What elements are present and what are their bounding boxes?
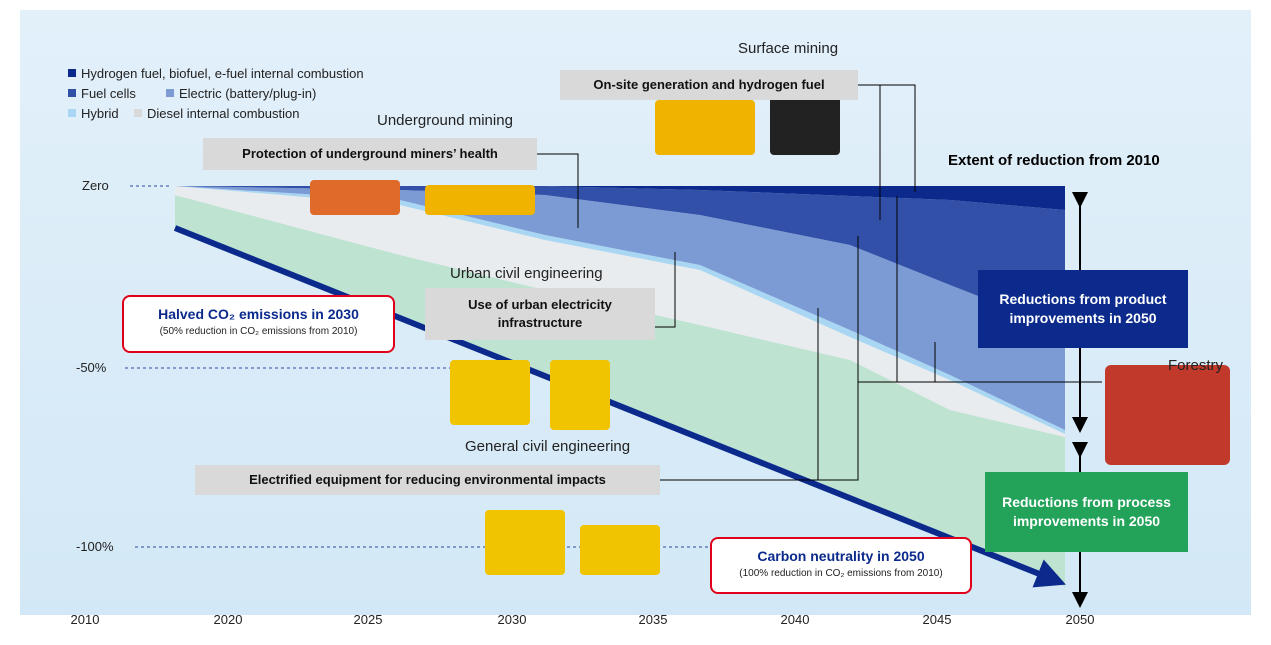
callout: Protection of underground miners’ health	[203, 138, 537, 170]
area-fuel-cells	[175, 186, 1065, 330]
neutral-box: Carbon neutrality in 2050 (100% reductio…	[710, 537, 972, 594]
legend-item: Hydrogen fuel, biofuel, e-fuel internal …	[68, 66, 364, 81]
legend-label: Electric (battery/plug-in)	[179, 86, 317, 101]
x-label: 2040	[780, 612, 810, 627]
leader-lines	[537, 84, 1102, 481]
y-label: -100%	[76, 539, 114, 554]
sector-label: General civil engineering	[465, 438, 631, 455]
halved-box: Halved CO₂ emissions in 2030 (50% reduct…	[122, 295, 395, 353]
area-green	[175, 195, 1065, 588]
product-box: Reductions from product improvements in …	[978, 270, 1188, 348]
sector-label: Surface mining	[738, 40, 839, 57]
legend-item: Hybrid	[68, 106, 119, 121]
legend-label: Diesel internal combustion	[147, 106, 300, 121]
callout: Use of urban electricity infrastructure	[425, 288, 655, 340]
x-label: 2045	[922, 612, 952, 627]
x-label: 2030	[497, 612, 527, 627]
x-label: 2025	[353, 612, 383, 627]
extent-title: Extent of reduction from 2010	[948, 152, 1160, 169]
area-diesel	[175, 186, 1065, 437]
neutral-title: Carbon neutrality in 2050	[757, 548, 925, 564]
dash-lines	[125, 185, 715, 548]
y-label: -50%	[76, 360, 107, 375]
callout: Electrified equipment for reducing envir…	[195, 465, 660, 495]
neutral-note: (100% reduction in CO₂ emissions from 20…	[739, 568, 943, 579]
y-label: Zero	[82, 178, 109, 193]
sector-label: Forestry	[1168, 357, 1224, 374]
legend-label: Hydrogen fuel, biofuel, e-fuel internal …	[81, 66, 364, 81]
legend-item: Electric (battery/plug-in)	[166, 86, 316, 101]
machines	[310, 95, 1230, 575]
x-label: 2050	[1065, 612, 1095, 627]
x-label: 2010	[70, 612, 100, 627]
legend-label: Hybrid	[81, 106, 119, 121]
callout: On-site generation and hydrogen fuel	[560, 70, 858, 100]
x-label: 2035	[638, 612, 668, 627]
sector-label: Underground mining	[377, 112, 513, 129]
x-label: 2020	[213, 612, 243, 627]
halved-title: Halved CO₂ emissions in 2030	[158, 306, 359, 322]
target-arrow	[173, 225, 1066, 588]
halved-note: (50% reduction in CO₂ emissions from 201…	[159, 326, 358, 337]
area-hydrogen	[545, 186, 1065, 210]
area-electric	[175, 186, 1065, 430]
legend-item: Diesel internal combustion	[134, 106, 299, 121]
legend-item: Fuel cells	[68, 86, 136, 101]
process-box: Reductions from process improvements in …	[985, 472, 1188, 552]
legend-label: Fuel cells	[81, 86, 136, 101]
sector-label: Urban civil engineering	[450, 265, 603, 282]
